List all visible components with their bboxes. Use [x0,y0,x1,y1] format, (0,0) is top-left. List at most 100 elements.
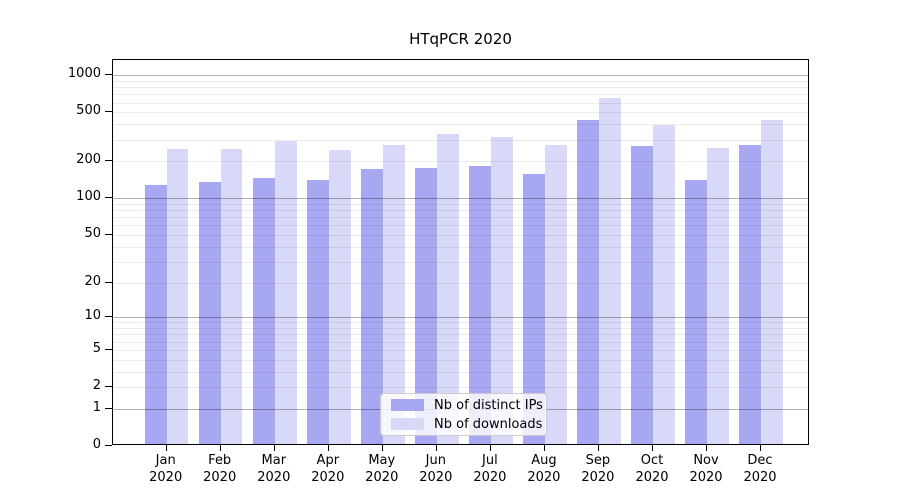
gridline-minor-9 [113,322,808,324]
gridline-major-10 [113,317,808,319]
x-tick-label-feb: Feb 2020 [203,453,237,485]
x-tick-may [381,445,383,451]
x-tick-label-may: May 2020 [365,453,399,485]
y-tick-20 [105,281,112,283]
x-tick-label-dec: Dec 2020 [743,453,777,485]
bar-downloads-feb [220,149,243,444]
gridline-minor-80 [113,210,808,212]
gridline-minor-60 [113,225,808,227]
y-tick-label-50: 50 [84,225,101,241]
gridline-minor-40 [113,246,808,248]
x-tick-sep [597,445,599,451]
x-tick-apr [327,445,329,451]
x-tick-nov [706,445,707,451]
gridline-minor-70 [113,217,808,219]
bar-downloads-jan [166,149,189,444]
bar-ips-nov [685,179,707,444]
x-tick-label-sep: Sep 2020 [581,453,615,485]
gridline-minor-8 [113,328,808,330]
bar-ips-dec [739,145,761,444]
y-tick-label-100: 100 [76,189,101,205]
x-tick-aug [543,445,545,451]
y-tick-200 [105,160,112,162]
gridline-minor-700 [113,94,808,96]
y-tick-label-200: 200 [76,152,101,168]
legend-swatch-downloads [391,418,424,430]
y-tick-100 [105,197,112,199]
x-tick-oct [652,445,653,451]
x-tick-label-jun: Jun 2020 [419,453,453,485]
bar-ips-oct [631,145,653,444]
gridline-minor-30 [113,261,808,263]
x-tick-label-nov: Nov 2020 [689,453,723,485]
gridline-minor-7 [113,334,808,336]
gridline-minor-4 [113,359,808,361]
bar-downloads-apr [328,149,351,444]
bar-ips-jun [415,167,437,444]
x-tick-dec [760,445,761,451]
plot-area: Nb of distinct IPs Nb of downloads [112,59,809,445]
bar-downloads-oct [653,124,675,444]
bar-ips-jul [469,165,491,444]
gridline-minor-800 [113,87,808,89]
gridline-minor-200 [113,161,808,163]
gridline-minor-20 [113,282,808,284]
bar-downloads-sep [598,97,621,444]
x-tick-mar [273,445,275,451]
y-tick-label-500: 500 [76,103,101,119]
gridline-minor-300 [113,139,808,141]
y-tick-5 [105,348,112,350]
y-tick-label-20: 20 [84,273,101,289]
y-tick-50 [105,233,112,235]
gridline-major-1000 [113,75,808,77]
x-tick-label-aug: Aug 2020 [527,453,561,485]
bar-downloads-may [382,144,405,444]
legend-label-downloads: Nb of downloads [434,416,543,432]
x-tick-jan [165,445,167,451]
bar-ips-aug [523,173,545,444]
y-tick-10 [105,316,112,318]
gridline-minor-900 [113,80,808,82]
legend: Nb of distinct IPs Nb of downloads [380,393,547,436]
y-tick-2 [105,386,112,387]
y-tick-1 [105,407,112,409]
x-tick-label-apr: Apr 2020 [311,453,345,485]
x-tick-label-oct: Oct 2020 [635,453,669,485]
bar-ips-jan [144,184,167,444]
gridline-major-100 [113,198,808,200]
y-tick-label-2: 2 [92,378,101,393]
bar-downloads-dec [761,120,783,444]
bar-downloads-jul [490,136,513,444]
bar-ips-sep [577,119,599,444]
bar-downloads-jun [436,133,459,444]
y-tick-label-10: 10 [84,308,101,324]
bar-ips-may [361,169,383,444]
legend-entry-downloads: Nb of downloads [391,417,542,432]
y-tick-label-0: 0 [92,437,101,452]
gridline-minor-50 [113,234,808,236]
chart-title: HTqPCR 2020 [409,30,512,48]
bar-ips-mar [253,177,275,444]
bar-ips-apr [307,180,329,444]
gridline-minor-90 [113,203,808,205]
gridline-minor-2 [113,387,808,388]
y-tick-label-1: 1 [92,399,101,415]
bar-ips-feb [198,181,221,444]
gridline-minor-500 [113,112,808,114]
gridline-minor-600 [113,102,808,104]
y-tick-500 [105,111,112,113]
x-tick-label-jan: Jan 2020 [149,453,183,485]
x-tick-label-jul: Jul 2020 [473,453,507,485]
gridline-minor-3 [113,371,808,373]
x-tick-jul [489,445,491,451]
y-tick-label-1000: 1000 [67,66,101,82]
gridline-minor-5 [113,349,808,351]
bar-downloads-nov [707,148,729,444]
gridline-minor-400 [113,124,808,126]
legend-label-distinct-ips: Nb of distinct IPs [434,397,543,413]
bar-downloads-mar [274,140,297,444]
y-tick-label-5: 5 [92,340,101,356]
legend-swatch-distinct-ips [391,399,424,411]
x-tick-label-mar: Mar 2020 [257,453,291,485]
